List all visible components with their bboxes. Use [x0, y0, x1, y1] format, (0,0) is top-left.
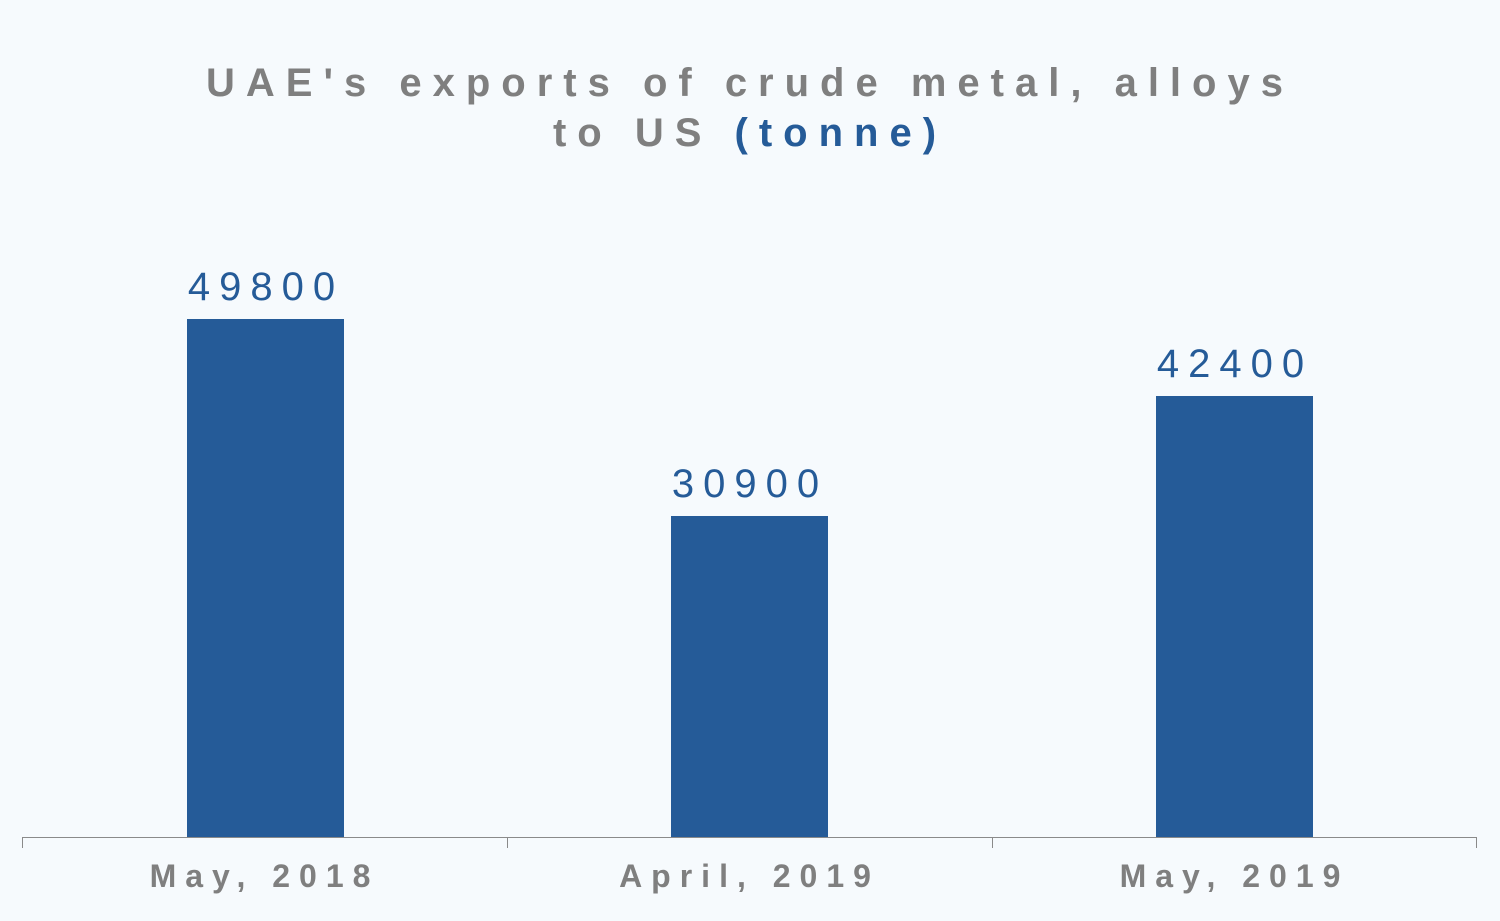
data-label: 30900 [671, 462, 829, 506]
title-line-2-text: to US [552, 111, 713, 155]
data-label: 42400 [1156, 342, 1314, 386]
bar-april-2019 [671, 516, 828, 837]
x-axis-tick [507, 837, 508, 848]
bar-may-2018 [187, 319, 344, 837]
title-line-2: to US (tonne) [0, 108, 1500, 158]
title-line-1: UAE's exports of crude metal, alloys [206, 61, 1294, 105]
title-unit: (tonne) [734, 111, 948, 155]
x-axis-label: April, 2019 [619, 858, 880, 894]
x-axis-tick [22, 837, 23, 848]
x-axis-tick [992, 837, 993, 848]
x-axis-label: May, 2018 [149, 858, 380, 894]
x-axis-label: May, 2019 [1119, 858, 1350, 894]
bar-may-2019 [1156, 396, 1313, 837]
chart-title: UAE's exports of crude metal, alloys to … [0, 58, 1500, 158]
x-axis-line [22, 837, 1477, 838]
data-label: 49800 [187, 265, 345, 309]
x-axis-tick [1476, 837, 1477, 848]
